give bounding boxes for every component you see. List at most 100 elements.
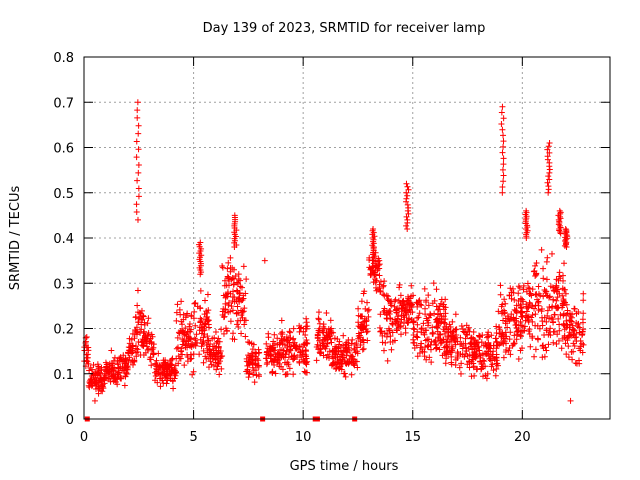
data-point — [452, 338, 459, 345]
data-point — [457, 334, 464, 341]
data-point — [218, 326, 225, 333]
data-point — [517, 295, 524, 302]
data-point — [252, 361, 259, 368]
data-point — [135, 338, 142, 345]
data-point — [429, 329, 436, 336]
data-point — [97, 371, 104, 378]
data-point — [357, 313, 364, 320]
data-point — [495, 324, 502, 331]
data-point — [134, 107, 141, 114]
data-point — [563, 312, 570, 319]
data-point — [205, 324, 212, 331]
data-point — [463, 322, 470, 329]
data-point — [447, 323, 454, 330]
data-point — [439, 352, 446, 359]
data-point — [448, 347, 455, 354]
y-tick-label: 0 — [66, 413, 74, 428]
data-point — [549, 284, 556, 291]
data-point — [544, 146, 551, 153]
data-point — [543, 292, 550, 299]
data-point — [135, 309, 142, 316]
data-point — [196, 351, 203, 358]
data-point — [546, 149, 553, 156]
data-point — [349, 336, 356, 343]
data-point — [438, 316, 445, 323]
data-point — [201, 311, 208, 318]
data-point — [449, 318, 456, 325]
data-point — [500, 178, 507, 185]
data-point — [555, 315, 562, 322]
data-point — [255, 357, 262, 364]
data-point — [511, 296, 518, 303]
data-point — [461, 353, 468, 360]
data-point — [373, 263, 380, 270]
data-point — [181, 362, 188, 369]
data-point — [197, 287, 204, 294]
data-point — [201, 297, 208, 304]
data-point — [446, 321, 453, 328]
data-point — [497, 340, 504, 347]
data-point — [316, 327, 323, 334]
data-point — [490, 367, 497, 374]
data-point — [462, 335, 469, 342]
data-point — [198, 316, 205, 323]
data-point — [296, 358, 303, 365]
data-point — [414, 315, 421, 322]
data-point — [214, 350, 221, 357]
data-point — [410, 325, 417, 332]
data-point — [196, 327, 203, 334]
data-point — [223, 293, 230, 300]
data-point — [392, 319, 399, 326]
data-point — [179, 321, 186, 328]
data-point — [272, 370, 279, 377]
data-point — [513, 302, 520, 309]
data-point — [342, 341, 349, 348]
data-point — [436, 346, 443, 353]
data-point — [134, 114, 141, 121]
data-point — [353, 340, 360, 347]
data-point — [279, 340, 286, 347]
data-point — [417, 301, 424, 308]
data-point — [190, 341, 197, 348]
data-point — [362, 305, 369, 312]
data-point — [568, 332, 575, 339]
data-point — [500, 115, 507, 122]
data-point — [108, 362, 115, 369]
data-point — [134, 302, 141, 309]
data-point — [304, 369, 311, 376]
data-point — [506, 316, 513, 323]
data-point — [544, 254, 551, 261]
data-point — [501, 296, 508, 303]
data-point — [466, 359, 473, 366]
data-point — [550, 339, 557, 346]
data-point — [511, 317, 518, 324]
data-point — [382, 339, 389, 346]
data-point — [403, 180, 410, 187]
data-point — [571, 343, 578, 350]
data-point — [358, 329, 365, 336]
data-point — [186, 335, 193, 342]
data-point — [250, 341, 257, 348]
data-point — [437, 300, 444, 307]
data-point — [389, 338, 396, 345]
data-point — [544, 179, 551, 186]
data-point — [403, 301, 410, 308]
data-point — [448, 333, 455, 340]
data-point — [190, 368, 197, 375]
data-point — [394, 327, 401, 334]
data-point — [140, 343, 147, 350]
x-axis-label: GPS time / hours — [290, 459, 399, 474]
data-point — [344, 349, 351, 356]
data-point — [126, 340, 133, 347]
data-point — [448, 359, 455, 366]
data-point — [335, 358, 342, 365]
data-point — [418, 326, 425, 333]
data-point — [538, 246, 545, 253]
data-point — [497, 291, 504, 298]
data-point — [452, 341, 459, 348]
data-point — [515, 356, 522, 363]
data-point — [448, 353, 455, 360]
data-point — [564, 307, 571, 314]
data-point — [302, 331, 309, 338]
data-point — [556, 222, 563, 229]
